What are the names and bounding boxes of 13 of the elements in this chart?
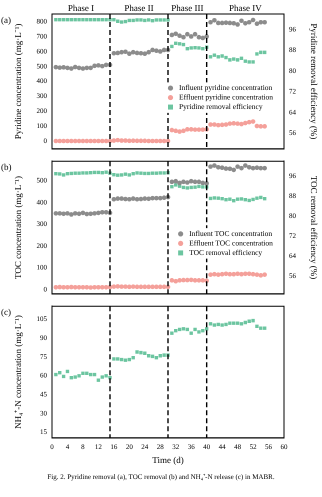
y2-axis-title: TOC removal efficiency (%) <box>309 176 320 280</box>
chart-title: (b) <box>1 162 12 172</box>
text: Phase I <box>68 2 94 13</box>
text: Phase II <box>124 2 154 13</box>
y-axis-title: Pyridine concentration (mg·L⁻¹) <box>12 24 23 140</box>
chart-title: (a) <box>1 14 11 25</box>
text: Phase III <box>171 2 204 13</box>
text: Phase IV <box>228 2 262 13</box>
chart-title: (c) <box>1 307 11 318</box>
y-axis-title: TOC concentration (mg·L⁻¹) <box>12 176 23 280</box>
x-axis-title: Time (d) <box>152 454 184 465</box>
y2-axis-title: Pyridine removal efficiency (%) <box>309 23 320 140</box>
y-axis-title: NH₄⁺-N concentration (mg·L⁻¹) <box>12 315 23 429</box>
